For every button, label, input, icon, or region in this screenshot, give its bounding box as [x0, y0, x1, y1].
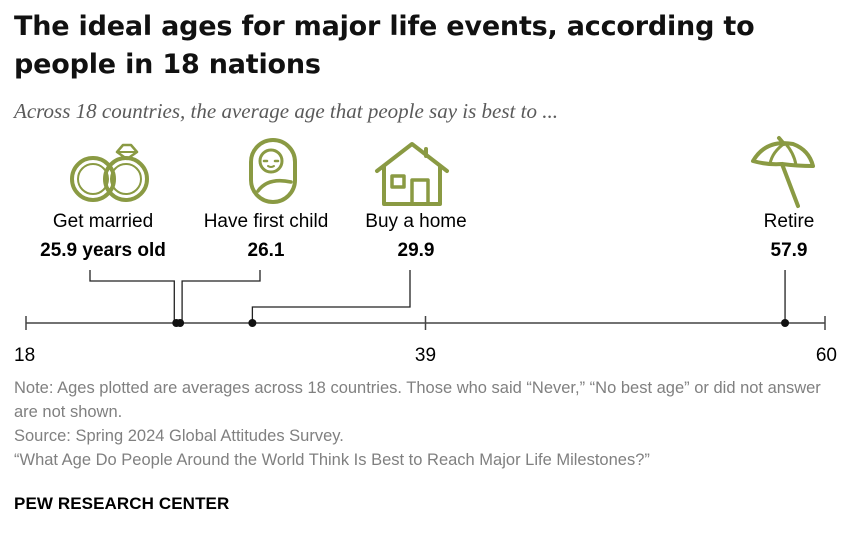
rings-icon: [70, 143, 149, 202]
chart-subtitle: Across 18 countries, the average age tha…: [14, 99, 558, 123]
data-point: [781, 319, 790, 327]
event-label: Buy a home: [365, 211, 466, 232]
chart-title: The ideal ages for major life events, ac…: [14, 11, 755, 80]
leader-line: [251, 270, 411, 323]
timeline-chart: Get married 25.9 years old Have first chil…: [14, 136, 837, 366]
baby-icon: [249, 138, 297, 204]
x-tick-label: 39: [415, 345, 436, 366]
notes-block: Note: Ages plotted are averages across 1…: [14, 376, 844, 472]
event-value-label: 25.9 years old: [40, 240, 166, 261]
event-value-label: 29.9: [398, 240, 435, 261]
event-label: Get married: [53, 211, 153, 232]
leader-line: [89, 270, 175, 323]
leader-line: [181, 270, 261, 323]
x-tick-label: 18: [14, 345, 35, 366]
note-text: Note: Ages plotted are averages across 1…: [14, 379, 821, 421]
source-text: Source: Spring 2024 Global Attitudes Sur…: [14, 427, 344, 445]
event-value-label: 26.1: [248, 240, 285, 261]
brand-logo-text: PEW RESEARCH CENTER: [14, 494, 230, 513]
event-value-label: 57.9: [771, 240, 808, 261]
x-tick-label: 60: [816, 345, 837, 366]
event-label: Retire: [764, 211, 815, 232]
beach-umbrella-icon: [751, 136, 815, 208]
report-title-text: “What Age Do People Around the World Thi…: [14, 451, 650, 469]
data-point: [248, 319, 257, 327]
data-point: [176, 319, 185, 327]
house-icon: [375, 142, 449, 206]
event-label: Have first child: [204, 211, 329, 232]
